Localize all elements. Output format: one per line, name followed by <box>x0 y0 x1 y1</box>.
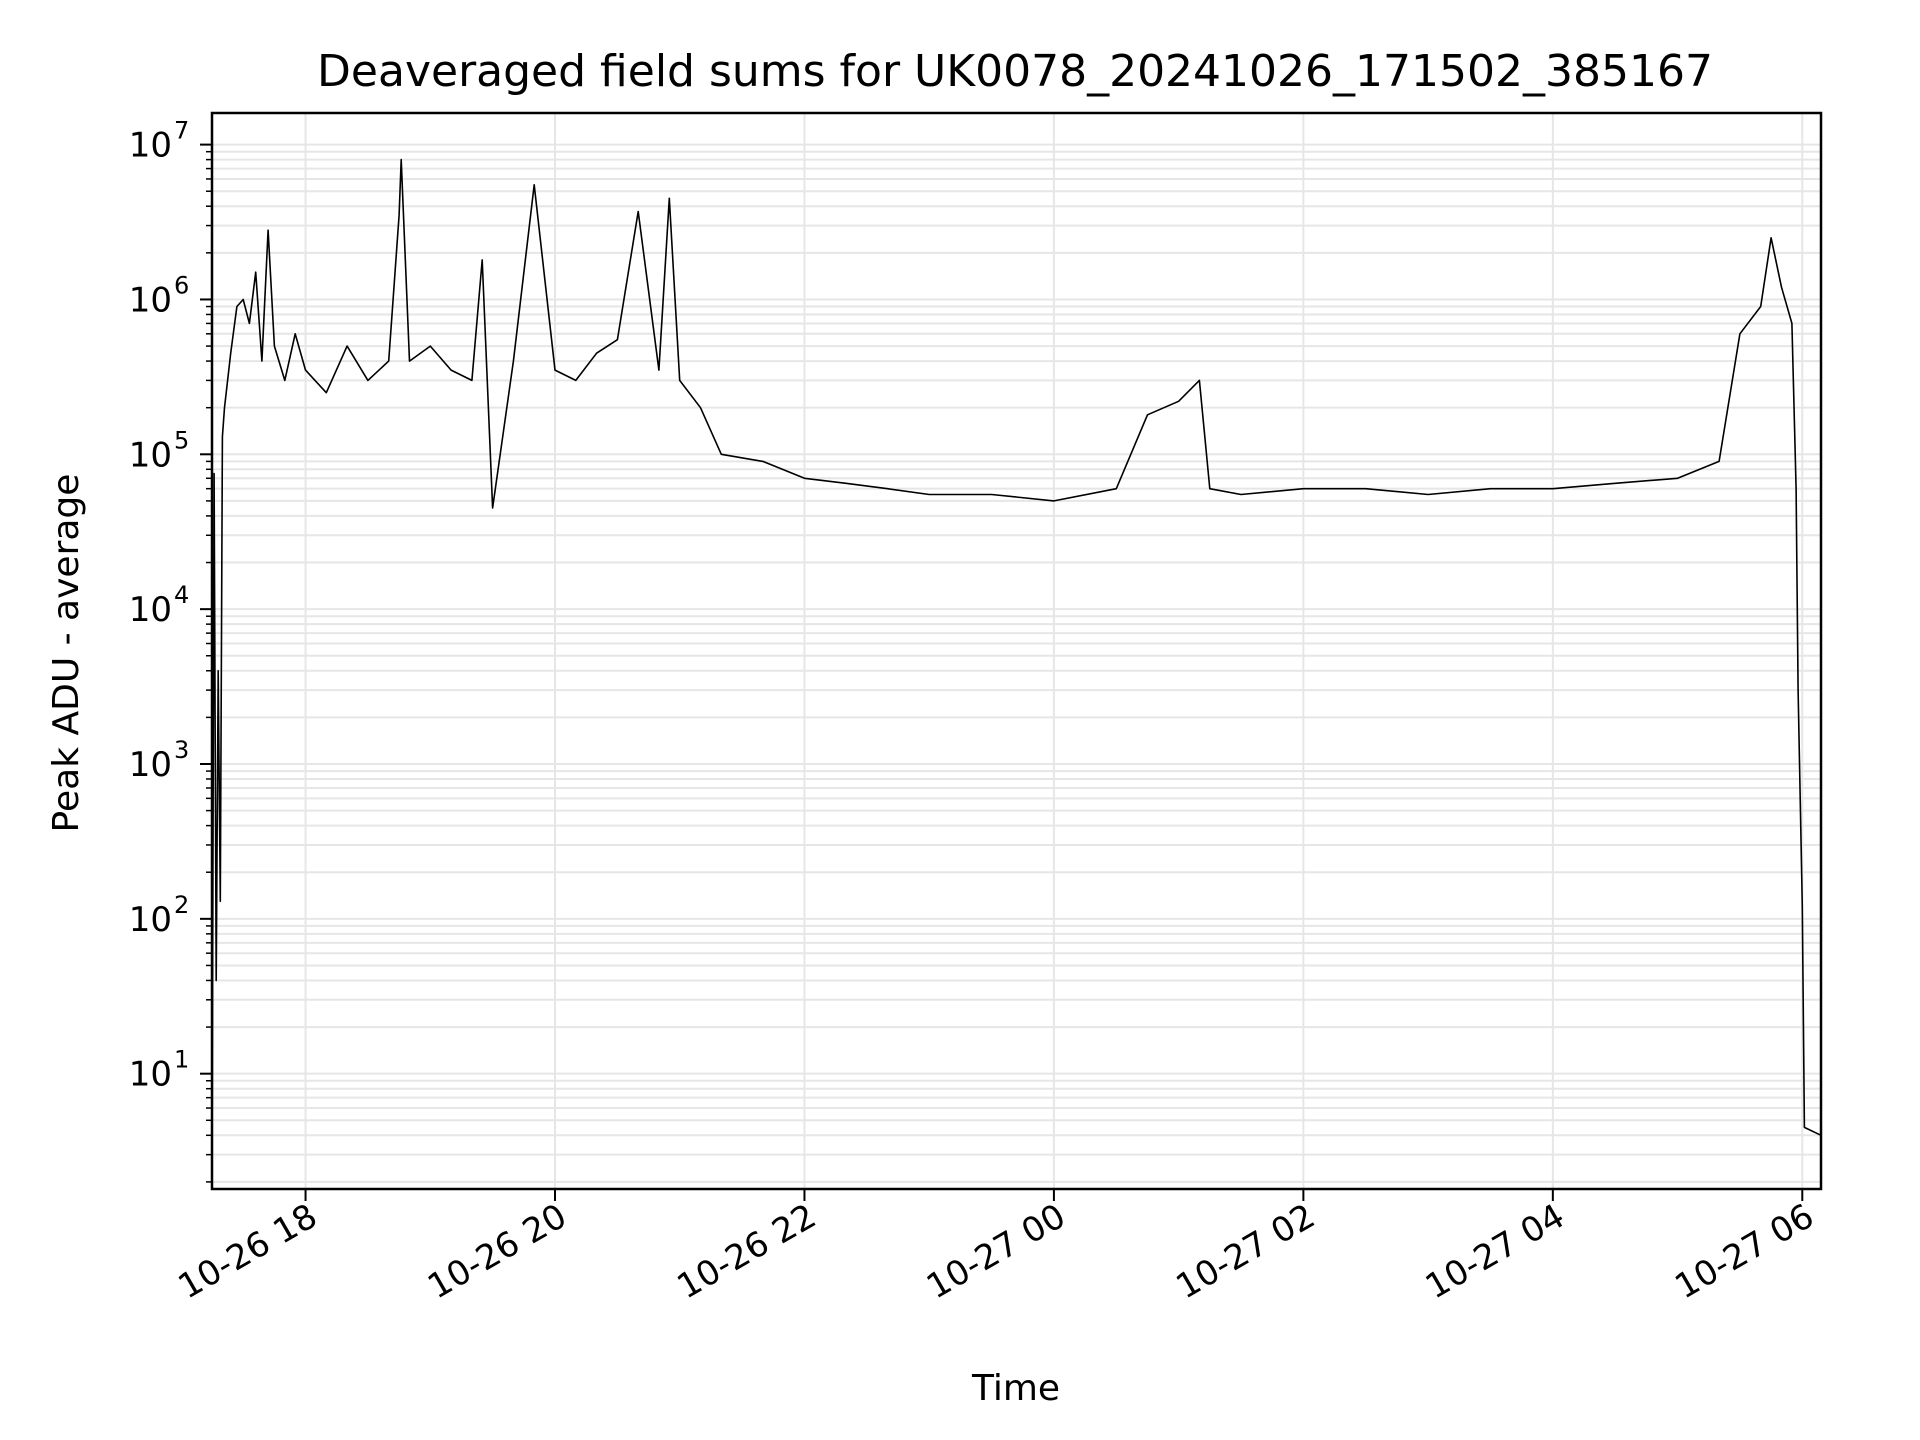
x-tick-label: 10-26 18 <box>172 1196 324 1307</box>
y-tick-exponent: 7 <box>174 117 189 145</box>
y-tick-exponent: 6 <box>174 271 189 299</box>
y-tick-label: 10 <box>129 126 172 166</box>
y-tick-exponent: 4 <box>174 581 189 609</box>
grid-lines <box>206 113 1821 1189</box>
y-tick-exponent: 5 <box>174 426 189 454</box>
y-tick-exponent: 1 <box>174 1046 189 1074</box>
y-tick-exponent: 2 <box>174 891 189 919</box>
y-tick-exponent: 3 <box>174 736 189 764</box>
y-tick-label: 10 <box>129 590 172 630</box>
x-axis-label: Time <box>971 1368 1060 1409</box>
y-tick-label: 10 <box>129 1055 172 1095</box>
y-tick-label: 10 <box>129 900 172 940</box>
x-tick-label: 10-27 04 <box>1419 1196 1571 1307</box>
x-tick-label: 10-26 20 <box>421 1196 573 1307</box>
x-tick-label: 10-27 06 <box>1668 1196 1820 1307</box>
x-tick-label: 10-27 00 <box>920 1196 1072 1307</box>
x-axis: 10-26 18 10-26 20 10-26 22 10-27 00 10-27 02… <box>172 1189 1821 1307</box>
series-line <box>211 158 1822 1190</box>
y-tick-label: 10 <box>129 745 172 785</box>
y-tick-label: 10 <box>129 435 172 475</box>
x-tick-label: 10-27 02 <box>1169 1196 1321 1307</box>
data-layer <box>211 158 1822 1190</box>
x-tick-label: 10-26 22 <box>671 1196 823 1307</box>
plot-frame <box>210 111 1823 1191</box>
chart-title: Deaveraged field sums for UK0078_2024102… <box>317 46 1713 97</box>
y-axis-label: Peak ADU - average <box>46 474 87 833</box>
y-tick-label: 10 <box>129 280 172 320</box>
